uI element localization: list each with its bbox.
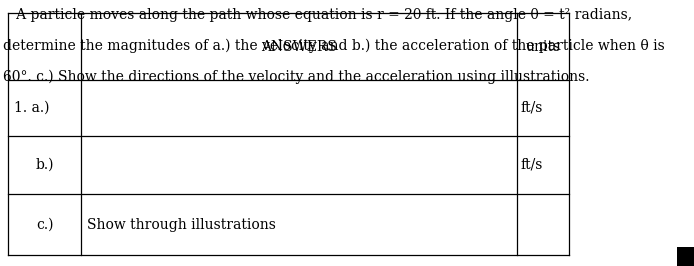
Text: ft/s: ft/s xyxy=(520,158,543,172)
Text: 1. a.): 1. a.) xyxy=(14,101,49,115)
Text: ANSWERS: ANSWERS xyxy=(261,40,337,53)
Bar xyxy=(677,247,694,266)
Text: determine the magnitudes of a.) the velocity and b.) the acceleration of the par: determine the magnitudes of a.) the velo… xyxy=(3,39,666,53)
Text: Show through illustrations: Show through illustrations xyxy=(87,218,276,232)
Text: ft/s: ft/s xyxy=(520,101,543,115)
Text: 60°. c.) Show the directions of the velocity and the acceleration using illustra: 60°. c.) Show the directions of the velo… xyxy=(3,69,590,84)
Text: b.): b.) xyxy=(35,158,54,172)
Text: units: units xyxy=(525,40,561,53)
Text: c.): c.) xyxy=(36,218,53,232)
Text: A particle moves along the path whose equation is r = 2θ ft. If the angle θ = t²: A particle moves along the path whose eq… xyxy=(3,8,633,22)
